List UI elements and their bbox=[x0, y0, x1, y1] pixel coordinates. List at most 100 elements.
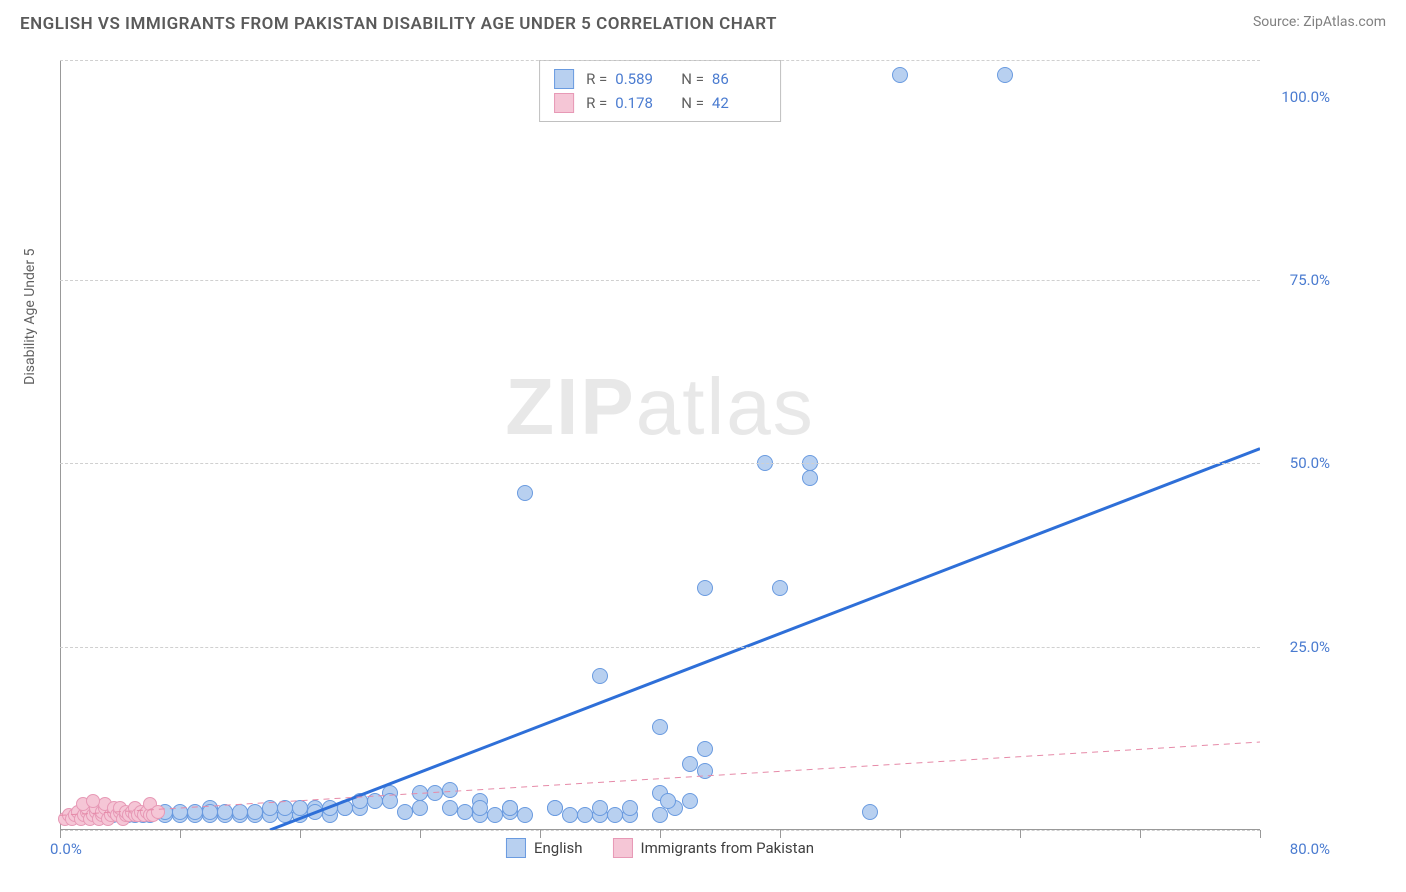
x-axis-end-label: 80.0% bbox=[1290, 840, 1330, 858]
y-tick-label: 50.0% bbox=[1290, 454, 1330, 472]
x-tick bbox=[1140, 830, 1141, 838]
point-english bbox=[862, 804, 878, 820]
source-link[interactable]: ZipAtlas.com bbox=[1303, 14, 1386, 30]
watermark-zip: ZIP bbox=[505, 362, 635, 451]
x-tick bbox=[540, 830, 541, 838]
point-english bbox=[652, 807, 668, 823]
point-english bbox=[802, 470, 818, 486]
swatch-english bbox=[554, 69, 574, 89]
legend-series: English Immigrants from Pakistan bbox=[506, 838, 814, 858]
x-tick bbox=[780, 830, 781, 838]
x-tick bbox=[900, 830, 901, 838]
chart-title: ENGLISH VS IMMIGRANTS FROM PAKISTAN DISA… bbox=[20, 14, 777, 34]
watermark-atlas: atlas bbox=[636, 362, 815, 451]
legend-stats-row-english: R = 0.589 N = 86 bbox=[554, 67, 766, 91]
gridline bbox=[60, 647, 1260, 648]
point-english bbox=[352, 793, 368, 809]
point-english bbox=[322, 800, 338, 816]
gridline bbox=[60, 463, 1260, 464]
legend-item-english: English bbox=[506, 838, 583, 858]
point-english bbox=[997, 67, 1013, 83]
point-pakistan bbox=[86, 794, 100, 808]
gridline bbox=[60, 280, 1260, 281]
point-english bbox=[697, 741, 713, 757]
n-value-pakistan: 42 bbox=[712, 91, 766, 115]
point-english bbox=[577, 807, 593, 823]
point-english bbox=[697, 580, 713, 596]
x-axis-start-label: 0.0% bbox=[50, 840, 82, 858]
point-english bbox=[382, 793, 398, 809]
point-english bbox=[682, 756, 698, 772]
point-english bbox=[660, 793, 676, 809]
point-english bbox=[247, 804, 263, 820]
point-english bbox=[397, 804, 413, 820]
x-tick bbox=[300, 830, 301, 838]
n-label: N = bbox=[681, 91, 704, 115]
legend-stats-row-pakistan: R = 0.178 N = 42 bbox=[554, 91, 766, 115]
point-english bbox=[607, 807, 623, 823]
point-english bbox=[472, 800, 488, 816]
point-english bbox=[592, 800, 608, 816]
gridline bbox=[60, 60, 1260, 61]
point-english bbox=[772, 580, 788, 596]
x-tick bbox=[660, 830, 661, 838]
point-english bbox=[232, 804, 248, 820]
x-tick bbox=[1020, 830, 1021, 838]
point-english bbox=[892, 67, 908, 83]
swatch-pakistan bbox=[554, 93, 574, 113]
point-english bbox=[697, 763, 713, 779]
swatch-english-icon bbox=[506, 838, 526, 858]
trend-line-english bbox=[270, 449, 1260, 830]
chart-container: Disability Age Under 5 ZIPatlas 0.0% 80.… bbox=[40, 60, 1320, 830]
point-english bbox=[502, 800, 518, 816]
point-english bbox=[562, 807, 578, 823]
point-english bbox=[307, 804, 323, 820]
legend-stats: R = 0.589 N = 86 R = 0.178 N = 42 bbox=[539, 60, 781, 122]
n-label: N = bbox=[681, 67, 704, 91]
point-english bbox=[442, 800, 458, 816]
plot-area: ZIPatlas 0.0% 80.0% R = 0.589 N = 86 R =… bbox=[60, 60, 1260, 830]
y-tick-label: 100.0% bbox=[1281, 88, 1330, 106]
point-english bbox=[412, 785, 428, 801]
n-value-english: 86 bbox=[712, 67, 766, 91]
point-english bbox=[427, 785, 443, 801]
y-axis-label: Disability Age Under 5 bbox=[22, 249, 38, 385]
point-english bbox=[547, 800, 563, 816]
r-value-english: 0.589 bbox=[615, 67, 669, 91]
x-tick bbox=[60, 830, 61, 838]
point-english bbox=[187, 804, 203, 820]
swatch-pakistan-icon bbox=[613, 838, 633, 858]
point-english bbox=[652, 719, 668, 735]
point-english bbox=[337, 800, 353, 816]
point-pakistan bbox=[151, 805, 165, 819]
point-english bbox=[262, 800, 278, 816]
x-tick bbox=[1260, 830, 1261, 838]
point-english bbox=[517, 807, 533, 823]
point-english bbox=[412, 800, 428, 816]
y-tick-label: 25.0% bbox=[1290, 638, 1330, 656]
point-english bbox=[442, 782, 458, 798]
legend-item-pakistan: Immigrants from Pakistan bbox=[613, 838, 815, 858]
legend-label-english: English bbox=[534, 839, 583, 857]
r-label: R = bbox=[586, 67, 607, 91]
x-tick bbox=[420, 830, 421, 838]
watermark: ZIPatlas bbox=[505, 361, 814, 453]
point-english bbox=[277, 800, 293, 816]
point-english bbox=[487, 807, 503, 823]
point-english bbox=[172, 804, 188, 820]
point-english bbox=[682, 793, 698, 809]
header: ENGLISH VS IMMIGRANTS FROM PAKISTAN DISA… bbox=[0, 0, 1406, 44]
r-label: R = bbox=[586, 91, 607, 115]
point-english bbox=[217, 804, 233, 820]
r-value-pakistan: 0.178 bbox=[615, 91, 669, 115]
source-prefix: Source: bbox=[1253, 14, 1303, 30]
point-english bbox=[517, 485, 533, 501]
point-english bbox=[457, 804, 473, 820]
point-english bbox=[622, 800, 638, 816]
point-english bbox=[367, 793, 383, 809]
source-attribution: Source: ZipAtlas.com bbox=[1253, 14, 1386, 30]
point-english bbox=[202, 804, 218, 820]
y-axis-line bbox=[60, 60, 61, 830]
y-tick-label: 75.0% bbox=[1290, 271, 1330, 289]
point-english bbox=[292, 800, 308, 816]
